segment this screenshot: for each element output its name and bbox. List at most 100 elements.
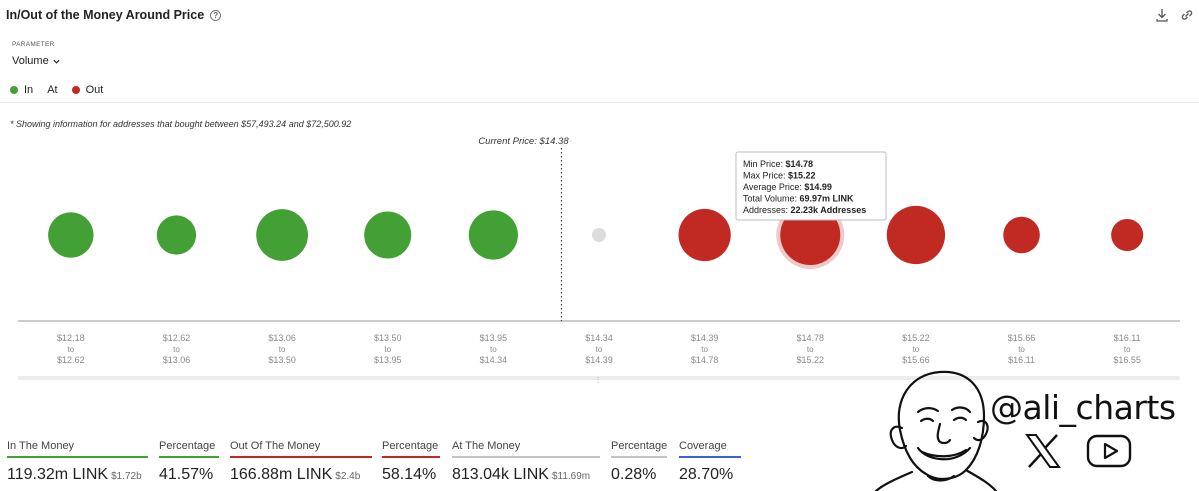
tooltip-value: $14.99 xyxy=(804,182,832,192)
coverage-note: * Showing information for addresses that… xyxy=(10,119,352,129)
stat-label: Out Of The Money xyxy=(230,440,372,458)
tick-label-from: $12.62 xyxy=(163,333,191,343)
stat-value-main: 58.14% xyxy=(382,466,437,483)
tooltip-value: 69.97m LINK xyxy=(800,194,855,204)
question-circle-icon[interactable]: ? xyxy=(210,9,222,21)
divider xyxy=(0,102,1199,103)
parameter-value: Volume xyxy=(12,55,49,67)
bubble-in xyxy=(256,209,308,261)
youtube-icon[interactable] xyxy=(1086,434,1132,468)
tooltip-row: Min Price: $14.78 xyxy=(743,159,813,169)
link-icon[interactable] xyxy=(1179,7,1195,23)
legend-label-at: At xyxy=(47,84,58,96)
tooltip-row: Max Price: $15.22 xyxy=(743,171,816,181)
chart-title: In/Out of the Money Around Price xyxy=(6,8,205,22)
stat-value-main: 0.28% xyxy=(611,466,657,483)
stat-6: Coverage 28.70% xyxy=(679,436,741,484)
tick-label-separator: to xyxy=(807,345,814,354)
download-icon[interactable] xyxy=(1154,7,1170,23)
bubble-in xyxy=(156,215,197,255)
tooltip-value: 22.23k Addresses xyxy=(791,205,867,215)
tooltip-label: Min Price: xyxy=(743,159,786,169)
stat-3: Percentage 58.14% xyxy=(382,436,440,484)
stat-value: 58.14% xyxy=(382,466,440,484)
legend-item-in[interactable]: In xyxy=(10,84,33,96)
iomap-chart: Current Price: $14.38$12.18to$12.62$12.6… xyxy=(18,136,1180,384)
stat-5: Percentage 0.28% xyxy=(611,436,667,484)
tick-label-separator: to xyxy=(1018,345,1025,354)
tick-label-from: $15.22 xyxy=(902,333,930,343)
legend-swatch-out xyxy=(71,86,80,94)
bubble-out xyxy=(886,205,946,265)
stat-2: Out Of The Money 166.88m LINK $2.4b xyxy=(230,436,372,484)
tick-label-from: $14.78 xyxy=(797,333,825,343)
stat-value: 166.88m LINK $2.4b xyxy=(230,466,372,484)
tick-label-separator: to xyxy=(1124,345,1131,354)
parameter-dropdown[interactable]: Volume xyxy=(12,55,61,67)
stat-label: Percentage xyxy=(611,440,667,458)
stat-value: 28.70% xyxy=(679,466,741,484)
x-logo-icon[interactable] xyxy=(1024,432,1062,470)
watermark-handle: @ali_charts xyxy=(990,388,1176,427)
tick-label-separator: to xyxy=(596,345,603,354)
stat-value: 41.57% xyxy=(159,466,219,484)
bubble-in xyxy=(364,211,412,259)
tick-label-to: $15.66 xyxy=(902,355,930,365)
stat-value-main: 41.57% xyxy=(159,466,214,483)
parameter-label: PARAMETER xyxy=(12,41,55,48)
summary-stats: In The Money 119.32m LINK $1.72b Percentage… xyxy=(0,436,760,491)
tick-label-to: $13.06 xyxy=(163,355,191,365)
legend-item-out[interactable]: Out xyxy=(71,84,104,96)
stat-value-usd: $1.72b xyxy=(111,471,142,482)
tick-label-to: $14.39 xyxy=(585,355,613,365)
stat-value-main: 166.88m LINK xyxy=(230,466,333,483)
tick-label-separator: to xyxy=(384,345,391,354)
tick-label-from: $12.18 xyxy=(57,333,85,343)
legend-label-in: In xyxy=(24,84,34,96)
legend-item-at[interactable]: At xyxy=(47,84,57,96)
stat-value: 813.04k LINK $11.69m xyxy=(452,466,600,484)
horizontal-scrollbar xyxy=(18,376,1180,380)
stat-0: In The Money 119.32m LINK $1.72b xyxy=(7,436,148,484)
tooltip-box xyxy=(735,151,887,221)
stat-value: 0.28% xyxy=(611,466,667,484)
tooltip-value: $15.22 xyxy=(788,171,816,181)
tooltip-label: Average Price: xyxy=(743,182,804,192)
stat-label: Percentage xyxy=(382,440,440,458)
tick-label-to: $16.55 xyxy=(1113,355,1141,365)
tick-label-from: $16.11 xyxy=(1114,333,1141,343)
legend-swatch-in xyxy=(10,86,18,94)
tick-label-to: $13.95 xyxy=(374,355,402,365)
tick-label-to: $16.11 xyxy=(1008,355,1035,365)
stat-value-main: 813.04k LINK xyxy=(452,466,549,483)
tick-label-to: $15.22 xyxy=(797,355,825,365)
stat-value-usd: $11.69m xyxy=(551,471,591,482)
tooltip-row: Average Price: $14.99 xyxy=(743,182,832,192)
tick-label-separator: to xyxy=(913,345,920,354)
tick-label-separator: to xyxy=(490,345,497,354)
tick-label-to: $13.50 xyxy=(268,355,296,365)
caricature-logo xyxy=(874,370,998,491)
bubble-in xyxy=(468,210,518,260)
bubble-out xyxy=(1111,218,1144,252)
chevron-down-icon xyxy=(53,59,60,64)
stat-label: Percentage xyxy=(159,440,219,458)
chart-legend: In At Out xyxy=(10,84,117,96)
stat-value-main: 28.70% xyxy=(679,466,734,483)
tooltip-row: Addresses: 22.23k Addresses xyxy=(743,205,866,215)
tick-label-to: $14.78 xyxy=(691,355,719,365)
legend-label-out: Out xyxy=(85,84,104,96)
stat-label: In The Money xyxy=(7,440,148,458)
current-price-label: Current Price: $14.38 xyxy=(478,136,569,147)
stat-4: At The Money 813.04k LINK $11.69m xyxy=(452,436,600,484)
stat-value: 119.32m LINK $1.72b xyxy=(7,466,148,484)
tooltip-value: $14.78 xyxy=(786,159,814,169)
tooltip-row: Total Volume: 69.97m LINK xyxy=(743,194,854,204)
tick-label-separator: to xyxy=(701,345,708,354)
stat-label: Coverage xyxy=(679,440,741,458)
stat-value-usd: $2.4b xyxy=(335,471,361,482)
tick-label-from: $14.39 xyxy=(691,333,719,343)
tooltip-label: Total Volume: xyxy=(743,194,800,204)
bubble-in xyxy=(48,212,94,258)
chart-header: In/Out of the Money Around Price ? xyxy=(6,8,222,22)
